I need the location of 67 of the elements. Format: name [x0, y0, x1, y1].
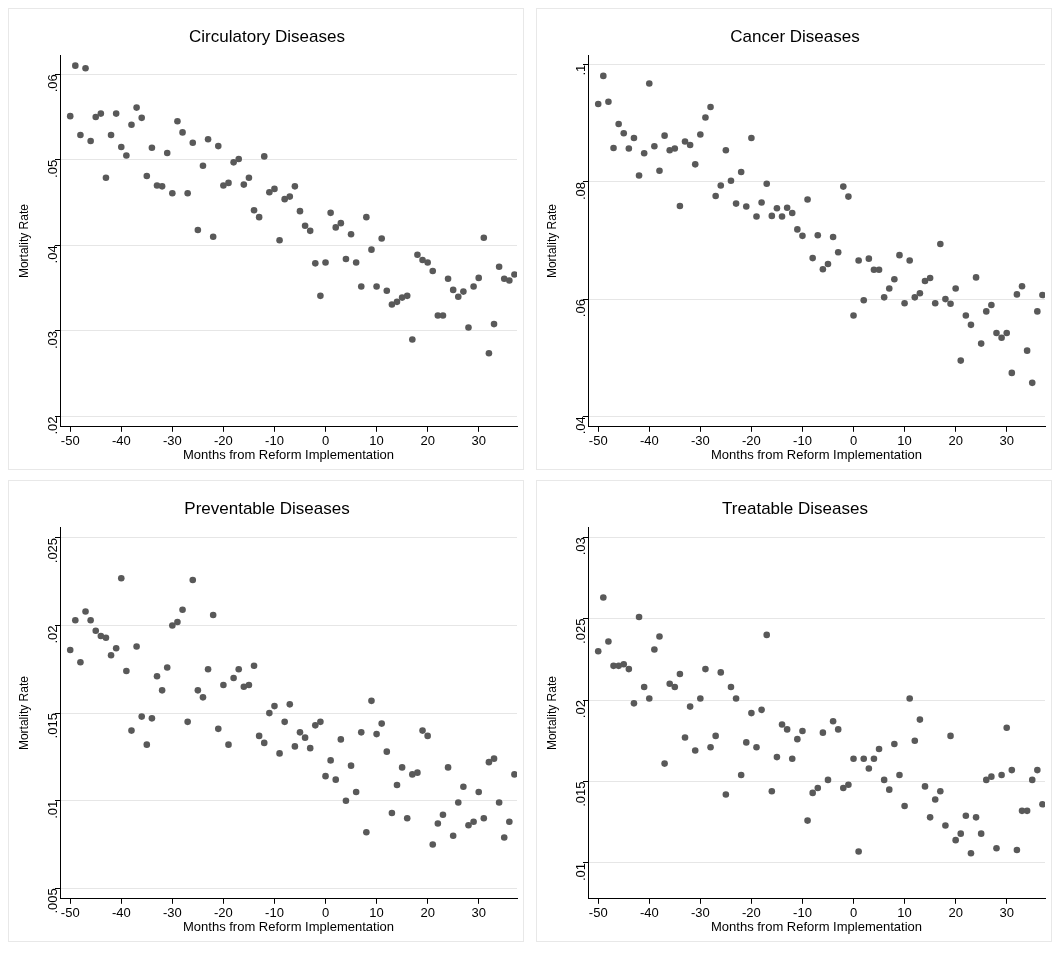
x-tick-label: -50 — [588, 905, 608, 921]
y-tick-label: .025 — [44, 537, 60, 564]
x-tick-label: -40 — [111, 433, 131, 449]
x-tick-label: -10 — [793, 905, 812, 921]
x-tick-label: -20 — [742, 905, 761, 921]
x-tick-label: -40 — [639, 905, 659, 921]
y-tick-label: .02 — [44, 416, 60, 435]
chart-title: Cancer Diseases — [730, 26, 860, 46]
y-tick-label: .08 — [572, 181, 588, 201]
x-tick-label: 30 — [471, 905, 486, 921]
y-tick-label: .03 — [572, 537, 588, 556]
x-axis-title: Months from Reform Implementation — [183, 918, 394, 934]
x-tick-label: -20 — [742, 433, 761, 449]
x-tick-label: 20 — [948, 905, 963, 921]
x-tick-label: -30 — [162, 433, 182, 449]
y-tick-label: .015 — [44, 713, 60, 739]
x-tick-label: -50 — [60, 433, 80, 449]
x-tick-label: -40 — [639, 433, 659, 449]
y-tick-label: .1 — [572, 64, 588, 76]
y-tick-label: .03 — [44, 330, 60, 350]
x-tick-label: -10 — [265, 905, 284, 921]
x-tick-label: -50 — [60, 905, 80, 921]
y-tick-label: .04 — [44, 245, 60, 264]
y-tick-label: .05 — [44, 159, 60, 178]
y-tick-label: .01 — [44, 800, 60, 819]
y-axis-title: Mortality Rate — [16, 203, 31, 279]
chart-title: Treatable Diseases — [722, 498, 868, 518]
x-tick-label: 0 — [321, 433, 330, 449]
x-tick-label: -30 — [162, 905, 182, 921]
y-tick-label: .025 — [572, 618, 588, 644]
x-tick-label: 10 — [369, 433, 384, 449]
y-tick-label: .02 — [44, 625, 60, 644]
y-axis-title: Mortality Rate — [544, 675, 559, 751]
chart-title: Circulatory Diseases — [189, 26, 345, 46]
x-tick-label: -40 — [111, 905, 131, 921]
y-tick-label: .005 — [44, 888, 60, 914]
x-tick-label: -10 — [793, 433, 812, 449]
y-tick-label: .06 — [44, 74, 60, 93]
y-axis-title: Mortality Rate — [544, 203, 559, 279]
x-tick-label: -30 — [690, 433, 710, 449]
x-tick-label: 0 — [849, 905, 858, 921]
x-tick-label: -30 — [690, 905, 710, 921]
x-tick-label: 10 — [369, 905, 384, 921]
x-axis-title: Months from Reform Implementation — [183, 446, 394, 462]
x-tick-label: 30 — [999, 905, 1014, 921]
x-tick-label: -20 — [214, 905, 233, 921]
x-tick-label: 0 — [321, 905, 330, 921]
x-tick-label: 10 — [897, 905, 912, 921]
x-tick-label: 20 — [420, 433, 435, 449]
y-tick-label: .06 — [572, 299, 588, 318]
x-tick-label: 20 — [948, 433, 963, 449]
x-tick-label: 0 — [849, 433, 858, 449]
y-tick-label: .02 — [572, 700, 588, 719]
x-tick-label: 30 — [999, 433, 1014, 449]
x-tick-label: -50 — [588, 433, 608, 449]
y-tick-label: .01 — [572, 862, 588, 882]
x-tick-label: 30 — [471, 433, 486, 449]
x-tick-label: -10 — [265, 433, 284, 449]
y-axis-title: Mortality Rate — [16, 675, 31, 751]
x-tick-label: -20 — [214, 433, 233, 449]
x-axis-title: Months from Reform Implementation — [711, 446, 922, 462]
chart-title: Preventable Diseases — [184, 498, 350, 518]
y-tick-label: .04 — [572, 416, 588, 435]
x-tick-label: 20 — [420, 905, 435, 921]
x-tick-label: 10 — [897, 433, 912, 449]
y-tick-label: .015 — [572, 781, 588, 807]
x-axis-title: Months from Reform Implementation — [711, 918, 922, 934]
